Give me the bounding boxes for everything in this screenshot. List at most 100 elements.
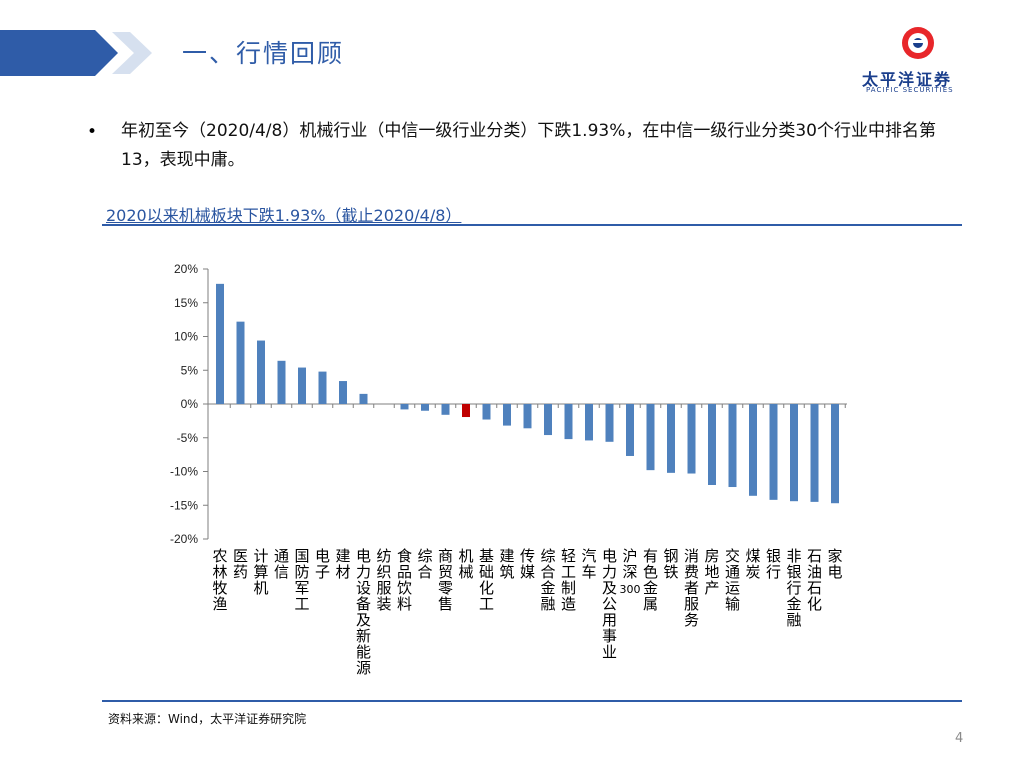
category-label-char: 及 <box>356 611 371 629</box>
y-tick-label: 5% <box>181 363 199 377</box>
bar <box>831 404 839 504</box>
bar <box>503 404 511 426</box>
category-label-char: 金 <box>540 579 555 597</box>
category-label-char: 电 <box>602 547 617 565</box>
category-label-char: 品 <box>397 563 412 581</box>
bar <box>298 367 306 404</box>
category-label-char: 地 <box>704 563 719 581</box>
category-label-char: 消 <box>684 547 699 565</box>
category-label-char: 制 <box>561 579 576 597</box>
bar <box>359 393 368 404</box>
category-label-char: 事 <box>602 627 617 645</box>
category-label-char: 房 <box>704 547 719 565</box>
category-label-char: 融 <box>786 611 801 629</box>
y-tick-label: 10% <box>174 330 198 344</box>
category-label-char: 础 <box>479 563 494 581</box>
header-banner <box>0 30 152 76</box>
y-tick-label: -20% <box>170 532 198 546</box>
category-label-char: 料 <box>397 595 412 613</box>
category-label-char: 铁 <box>663 563 678 581</box>
bar <box>236 321 245 404</box>
category-label-char: 银 <box>786 563 801 581</box>
category-label-char: 服 <box>376 579 391 597</box>
bar <box>626 404 634 456</box>
category-label-char: 金 <box>643 579 658 597</box>
category-label-char: 合 <box>417 563 432 581</box>
category-label-char: 饮 <box>397 579 412 597</box>
category-label-char: 媒 <box>520 563 535 581</box>
category-label-char: 费 <box>684 563 699 581</box>
chart-top-rule <box>102 224 962 226</box>
category-label-char: 设 <box>356 579 371 597</box>
y-tick-label: -10% <box>170 465 198 479</box>
category-label-char: 工 <box>294 595 309 613</box>
chart-title: 2020以来机械板块下跌1.93%（截止2020/4/8） <box>106 206 462 225</box>
category-label-char: 用 <box>602 611 617 629</box>
category-label-char: 机 <box>458 547 473 565</box>
bar <box>318 371 327 404</box>
category-label-part: 300 <box>620 583 641 596</box>
category-label-char: 机 <box>253 579 268 597</box>
bar <box>277 360 286 404</box>
page-number: 4 <box>955 731 964 746</box>
logo-name-cn: 太平洋证券 <box>862 70 953 89</box>
bar <box>810 404 819 502</box>
category-label-char: 基 <box>479 547 494 565</box>
category-label-char: 通 <box>725 563 740 581</box>
category-label-char: 交 <box>725 547 740 565</box>
category-label-char: 农 <box>212 547 227 565</box>
bar <box>216 283 224 404</box>
category-label-char: 综 <box>540 547 555 565</box>
category-label-char: 公 <box>602 595 617 613</box>
category-label-char: 业 <box>602 643 617 661</box>
bar <box>749 404 757 496</box>
bar <box>400 404 409 410</box>
category-label-char: 电 <box>356 547 371 565</box>
bar <box>421 404 429 411</box>
category-label-char: 电 <box>315 547 330 565</box>
category-label-char: 化 <box>807 595 822 613</box>
category-label-char: 装 <box>376 595 391 613</box>
category-label-char: 售 <box>438 595 453 613</box>
category-label-char: 筑 <box>499 563 514 581</box>
bar <box>523 404 532 429</box>
category-label-char: 油 <box>807 563 822 581</box>
category-label-char: 炭 <box>745 563 760 581</box>
category-label-char: 产 <box>704 579 719 597</box>
bar <box>708 404 716 485</box>
category-label-char: 石 <box>807 547 822 565</box>
category-label-char: 通 <box>274 547 289 565</box>
category-label-char: 及 <box>602 579 617 597</box>
y-tick-label: -15% <box>170 498 198 512</box>
category-label-char: 务 <box>684 611 699 629</box>
category-label-char: 林 <box>212 563 227 581</box>
bar <box>790 404 798 502</box>
logo-name-en: PACIFIC SECURITIES <box>866 86 954 94</box>
category-label-char: 非 <box>786 547 801 565</box>
category-label-char: 新 <box>356 627 371 645</box>
bar <box>687 404 696 474</box>
category-label-char: 行 <box>786 579 801 597</box>
category-label-char: 银 <box>766 547 781 565</box>
bar-highlight <box>462 404 470 418</box>
category-label-char: 工 <box>479 595 494 613</box>
bar <box>339 381 347 404</box>
category-label-char: 防 <box>294 563 309 581</box>
category-label-char: 属 <box>643 595 658 613</box>
category-label-char: 备 <box>356 595 371 613</box>
logo-mark-icon <box>902 27 934 59</box>
category-label-char: 合 <box>540 563 555 581</box>
company-logo: 太平洋证券 PACIFIC SECURITIES <box>820 22 1016 98</box>
category-label-char: 军 <box>294 579 309 597</box>
category-label-char: 综 <box>417 547 432 565</box>
category-label-char: 者 <box>684 579 699 597</box>
summary-text: 年初至今（2020/4/8）机械行业（中信一级行业分类）下跌1.93%，在中信一… <box>121 121 936 170</box>
category-label-char: 沪 <box>622 547 637 565</box>
category-label-char: 零 <box>438 579 453 597</box>
category-label-char: 医 <box>233 547 248 565</box>
source-note: 资料来源：Wind，太平洋证券研究院 <box>108 712 307 726</box>
category-label-char: 有 <box>643 547 658 565</box>
y-tick-label: 20% <box>174 262 198 276</box>
category-label-char: 车 <box>581 563 596 581</box>
